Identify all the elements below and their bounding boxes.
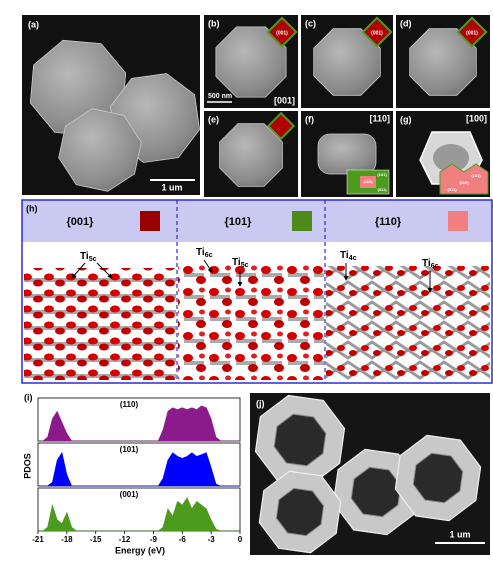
site-base: Ti	[80, 251, 89, 262]
site-sub: 6c	[431, 263, 439, 270]
site-sub: 4c	[349, 255, 357, 262]
panel-label: (i)	[24, 392, 33, 402]
inset-label: (011)	[447, 187, 457, 192]
panel-label: (e)	[208, 114, 219, 124]
x-tick-label: -9	[150, 535, 158, 544]
ring-hole	[275, 487, 325, 537]
pdos-area	[38, 497, 240, 532]
site-label: Ti5c	[232, 257, 249, 269]
facet-name: {001}	[67, 216, 95, 228]
scale-bar-label: 1 um	[161, 182, 182, 192]
scale-bar-label: 500 nm	[208, 93, 232, 100]
pdos-area	[38, 451, 240, 487]
y-axis-label: PDOS	[22, 453, 32, 479]
inset-diamond	[266, 111, 296, 141]
x-tick-label: -21	[32, 535, 44, 544]
site-sub: 5c	[241, 262, 249, 269]
facet-swatch	[448, 211, 468, 231]
structure-110	[326, 266, 490, 380]
inset-label: (110)	[363, 179, 373, 184]
ring-hole	[412, 452, 464, 504]
inset-g	[439, 163, 489, 195]
inset-label: (101)	[471, 173, 481, 178]
zone-axis: [110]	[369, 113, 390, 123]
sem-particles	[29, 26, 483, 554]
structure-001	[24, 268, 176, 380]
panel-label: (d)	[400, 18, 412, 28]
series-label: (101)	[120, 445, 139, 454]
panel-h-frame	[21, 199, 493, 384]
inset-label: (101)	[377, 172, 387, 177]
particle	[219, 123, 283, 187]
inset-f-center	[360, 176, 376, 188]
panel-label: (a)	[28, 19, 39, 29]
inset-diamond	[266, 16, 298, 48]
pdos-area	[38, 405, 240, 442]
pdos-chart: (i) Energy (eV) PDOS (110) (101) (001) -21 -…	[22, 392, 242, 555]
site-base: Ti	[232, 257, 241, 268]
inset-diamond	[361, 16, 393, 48]
zone-axis: [001]	[274, 95, 295, 105]
site-sub: 6c	[205, 252, 213, 259]
inset-label: (001)	[276, 30, 288, 36]
site-label: Ti5c	[80, 251, 97, 263]
facet-name: {101}	[225, 216, 253, 228]
particle	[58, 108, 142, 192]
site-label: Ti6c	[422, 258, 439, 270]
site-base: Ti	[422, 258, 431, 269]
arrow	[71, 262, 86, 279]
x-axis-label: Energy (eV)	[115, 545, 165, 555]
panel-label: (g)	[400, 114, 412, 124]
inset-label: (001)	[466, 30, 478, 36]
site-base: Ti	[340, 250, 349, 261]
facet-swatch	[140, 211, 160, 231]
inset-diamond	[456, 16, 488, 48]
site-sub: 5c	[89, 256, 97, 263]
facet-name: {110}	[375, 216, 402, 228]
inset-label: (011)	[377, 187, 387, 192]
panel-label: (c)	[305, 18, 316, 28]
panel-label: (f)	[305, 114, 314, 124]
scale-bar-label: 1 um	[449, 529, 470, 539]
arrow	[203, 259, 213, 273]
series-label: (001)	[120, 490, 139, 499]
particle	[317, 133, 377, 175]
panel-label: (b)	[208, 18, 220, 28]
ring-hole	[273, 413, 327, 467]
arrow	[96, 262, 113, 279]
x-tick-label: -18	[61, 535, 73, 544]
x-tick-label: -3	[208, 535, 216, 544]
site-label: Ti6c	[196, 247, 213, 259]
site-label: Ti4c	[340, 250, 357, 262]
particle-core	[433, 144, 469, 172]
panel-h: (h) {001} {101} {110} Ti5c Ti6c Ti5c Ti4…	[21, 199, 493, 384]
x-tick-label: -12	[119, 535, 131, 544]
inset-label: (110)	[459, 180, 469, 185]
facet-header	[22, 200, 492, 242]
site-base: Ti	[196, 247, 205, 258]
inset-label: (001)	[371, 30, 383, 36]
structure-101	[178, 262, 324, 380]
x-tick-label: 0	[238, 535, 243, 544]
panel-label: (h)	[26, 203, 38, 213]
zone-axis: [100]	[466, 113, 487, 123]
x-tick-label: -6	[179, 535, 187, 544]
panel-label: (j)	[256, 398, 265, 408]
series-label: (110)	[120, 400, 139, 409]
x-tick-label: -15	[90, 535, 102, 544]
facet-swatch	[292, 211, 312, 231]
facet-insets	[266, 16, 489, 195]
